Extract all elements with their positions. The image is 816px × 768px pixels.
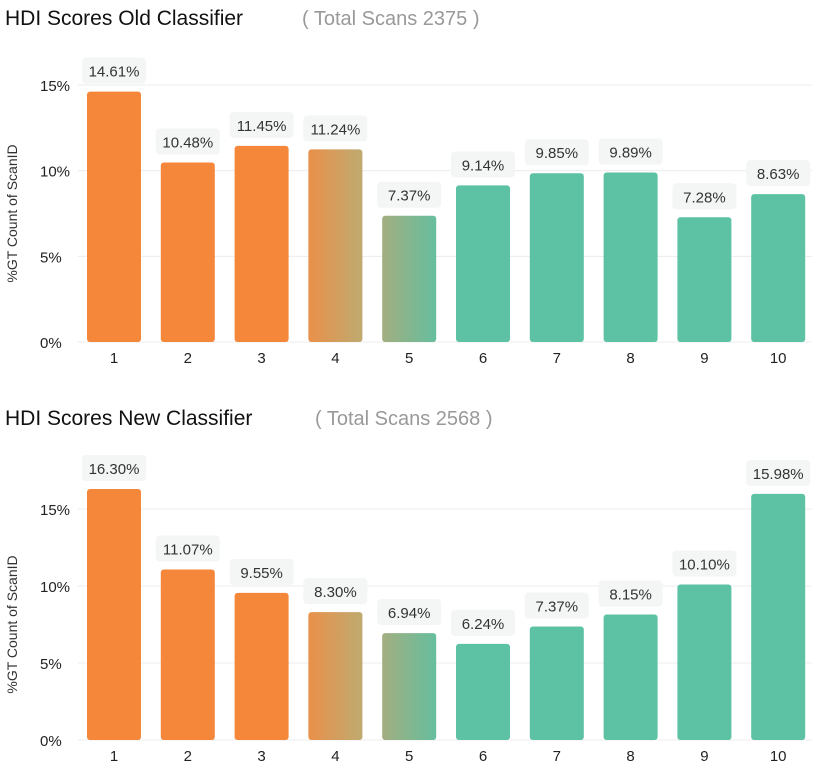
data-label-bg <box>155 128 220 155</box>
y-axis-label: %GT Count of ScanID <box>4 555 20 693</box>
bar <box>603 614 658 740</box>
data-label: 11.24% <box>311 121 361 138</box>
y-tick-label: 5% <box>40 249 62 266</box>
x-tick-label: 4 <box>331 748 339 765</box>
x-tick-label: 1 <box>110 350 118 367</box>
data-label: 7.37% <box>536 599 579 616</box>
bar <box>456 185 510 342</box>
x-tick-label: 9 <box>700 350 708 367</box>
bar <box>87 91 141 342</box>
bar <box>751 194 806 342</box>
chart-title: HDI Scores Old Classifier <box>5 7 243 30</box>
data-label-bg <box>155 535 220 562</box>
data-label-bg <box>377 181 442 208</box>
data-label: 6.24% <box>462 616 505 633</box>
y-tick-label: 0% <box>40 335 62 352</box>
y-axis-label: %GT Count of ScanID <box>4 144 20 282</box>
data-label-bg <box>451 151 515 178</box>
bar <box>529 626 584 740</box>
y-tick-label: 15% <box>40 502 70 519</box>
data-label-bg <box>598 580 663 607</box>
data-label: 10.10% <box>679 556 730 573</box>
bar <box>603 172 658 342</box>
data-label-bg <box>598 138 663 165</box>
data-label-bg <box>82 454 146 481</box>
chart-subtitle: ( Total Scans 2568 ) <box>315 408 493 430</box>
x-tick-label: 5 <box>405 350 413 367</box>
y-tick-label: 10% <box>40 579 70 596</box>
x-tick-label: 2 <box>184 350 192 367</box>
data-label-bg <box>524 139 589 166</box>
x-tick-label: 6 <box>479 748 487 765</box>
bar <box>160 569 215 740</box>
x-tick-label: 3 <box>257 748 265 765</box>
bar <box>456 643 510 740</box>
data-label-bg <box>672 550 737 577</box>
bar <box>751 493 806 740</box>
bar <box>234 592 289 740</box>
data-label-bg <box>303 578 368 605</box>
x-tick-label: 5 <box>405 748 413 765</box>
data-label: 10.48% <box>162 134 213 151</box>
data-label: 8.15% <box>609 586 652 603</box>
bar <box>308 149 363 342</box>
data-label: 7.37% <box>388 188 431 205</box>
bar <box>382 215 437 342</box>
data-label-bg <box>746 160 811 187</box>
bar <box>87 488 141 740</box>
data-label-bg <box>229 111 294 138</box>
data-label: 14.61% <box>89 64 140 81</box>
x-tick-label: 8 <box>626 350 634 367</box>
y-tick-label: 5% <box>40 656 62 673</box>
x-tick-label: 7 <box>553 350 561 367</box>
data-label: 15.98% <box>753 466 804 483</box>
x-tick-label: 1 <box>110 748 118 765</box>
data-label: 8.30% <box>314 584 357 601</box>
bar <box>677 584 732 740</box>
data-label: 11.45% <box>237 118 287 135</box>
x-tick-label: 2 <box>184 748 192 765</box>
bar <box>529 173 584 342</box>
data-label-bg <box>451 609 515 636</box>
bar <box>234 145 289 342</box>
y-tick-label: 0% <box>40 733 62 750</box>
x-tick-label: 7 <box>553 748 561 765</box>
bar <box>677 217 732 342</box>
y-tick-label: 10% <box>40 164 70 181</box>
data-label: 16.30% <box>89 461 140 478</box>
data-label: 7.28% <box>683 189 726 206</box>
bar <box>160 162 215 342</box>
bar <box>308 612 363 740</box>
data-label-bg <box>377 599 442 626</box>
data-label-bg <box>229 558 294 585</box>
x-tick-label: 6 <box>479 350 487 367</box>
data-label-bg <box>82 57 146 84</box>
data-label: 11.07% <box>163 542 213 559</box>
data-label-bg <box>303 115 368 142</box>
x-tick-label: 10 <box>770 350 787 367</box>
data-label: 8.63% <box>757 166 800 183</box>
data-label: 9.85% <box>536 145 579 162</box>
data-label: 9.14% <box>462 157 505 174</box>
y-tick-label: 15% <box>40 78 70 95</box>
data-label: 9.55% <box>240 565 283 582</box>
x-tick-label: 9 <box>700 748 708 765</box>
x-tick-label: 3 <box>257 350 265 367</box>
chart-subtitle: ( Total Scans 2375 ) <box>302 8 480 30</box>
data-label-bg <box>524 592 589 619</box>
x-tick-label: 8 <box>626 748 634 765</box>
data-label: 9.89% <box>609 145 652 162</box>
data-label: 6.94% <box>388 605 431 622</box>
data-label-bg <box>746 459 811 486</box>
x-tick-label: 4 <box>331 350 339 367</box>
chart-title: HDI Scores New Classifier <box>5 407 252 430</box>
data-label-bg <box>672 183 737 210</box>
x-tick-label: 10 <box>770 748 787 765</box>
bar <box>382 633 437 740</box>
